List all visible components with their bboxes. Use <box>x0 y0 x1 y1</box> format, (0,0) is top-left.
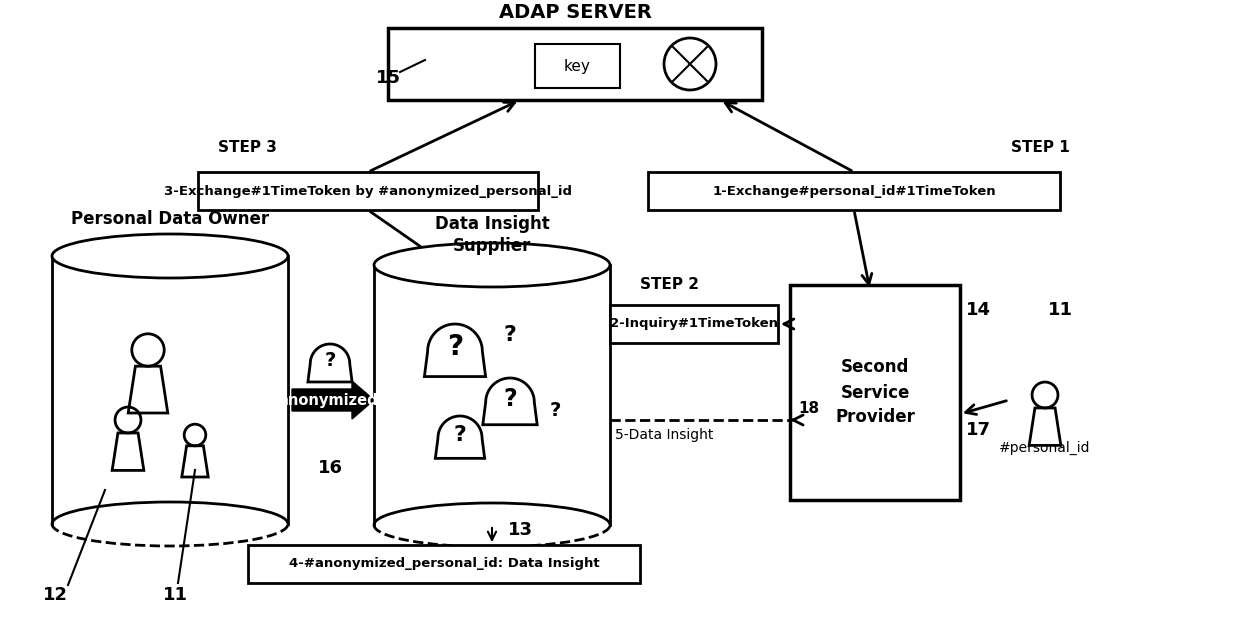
Text: Personal Data Owner: Personal Data Owner <box>71 210 269 228</box>
Ellipse shape <box>52 234 288 278</box>
Text: anonymized: anonymized <box>278 392 378 408</box>
Bar <box>248 545 640 583</box>
Text: STEP 1: STEP 1 <box>1012 140 1070 155</box>
Bar <box>649 172 1060 210</box>
Bar <box>790 285 960 500</box>
Text: 14: 14 <box>966 301 991 319</box>
Text: 15: 15 <box>376 69 401 87</box>
Polygon shape <box>435 416 485 458</box>
Text: #personal_id: #personal_id <box>999 441 1091 455</box>
Text: 5-Data Insight: 5-Data Insight <box>615 428 713 442</box>
Bar <box>374 265 610 525</box>
Text: STEP 2: STEP 2 <box>640 277 699 292</box>
Text: 11: 11 <box>162 586 187 604</box>
Text: ?: ? <box>503 387 517 411</box>
Text: 1-Exchange#personal_id#1TimeToken: 1-Exchange#personal_id#1TimeToken <box>712 185 996 197</box>
Text: 12: 12 <box>42 586 67 604</box>
Text: 16: 16 <box>317 459 342 477</box>
Text: ?: ? <box>454 425 466 445</box>
FancyArrow shape <box>291 381 374 419</box>
Text: 2-Inquiry#1TimeToken: 2-Inquiry#1TimeToken <box>610 317 777 331</box>
Text: 17: 17 <box>966 421 991 439</box>
Polygon shape <box>482 378 537 425</box>
Text: ?: ? <box>446 333 463 362</box>
Text: 11: 11 <box>1048 301 1073 319</box>
Text: key: key <box>564 59 591 73</box>
Bar <box>52 256 288 524</box>
Text: 18: 18 <box>799 401 820 416</box>
Text: ?: ? <box>549 401 560 420</box>
Text: 3-Exchange#1TimeToken by #anonymized_personal_id: 3-Exchange#1TimeToken by #anonymized_per… <box>164 185 572 197</box>
Bar <box>388 28 763 100</box>
Text: Data Insight
Supplier: Data Insight Supplier <box>435 215 549 255</box>
Text: ADAP SERVER: ADAP SERVER <box>498 3 651 22</box>
Bar <box>534 44 620 88</box>
Text: Second
Service
Provider: Second Service Provider <box>835 358 915 427</box>
Polygon shape <box>424 324 486 377</box>
Text: 4-#anonymized_personal_id: Data Insight: 4-#anonymized_personal_id: Data Insight <box>289 557 599 571</box>
Bar <box>198 172 538 210</box>
Bar <box>610 305 777 343</box>
Text: ?: ? <box>325 351 336 370</box>
Text: STEP 3: STEP 3 <box>218 140 277 155</box>
Polygon shape <box>308 344 352 382</box>
Ellipse shape <box>374 243 610 287</box>
Text: 13: 13 <box>507 521 532 539</box>
Text: ?: ? <box>503 325 516 345</box>
